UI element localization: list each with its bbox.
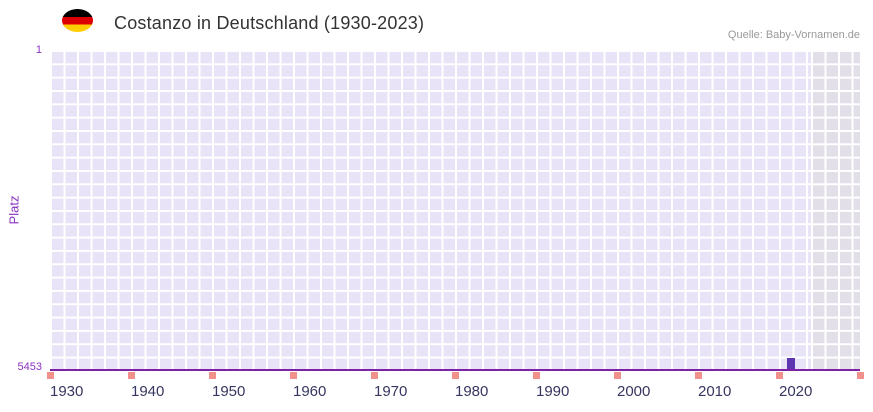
y-axis-label-bottom: 5453 (17, 361, 42, 373)
future-region-shading (811, 50, 860, 370)
x-axis-line (50, 369, 860, 371)
x-axis-label: 1950 (212, 383, 246, 400)
x-axis-label: 1940 (131, 383, 165, 400)
x-axis-tick-mark (614, 372, 621, 379)
x-axis-tick-mark (290, 372, 297, 379)
x-axis-tick-mark (533, 372, 540, 379)
source-credit: Quelle: Baby-Vornamen.de (727, 29, 860, 41)
plot-area (50, 50, 860, 371)
x-axis-label: 1990 (536, 383, 570, 400)
x-axis-tick-mark (47, 372, 54, 379)
x-axis-label: 1970 (374, 383, 408, 400)
x-axis-label: 2010 (698, 383, 732, 400)
german-flag-icon (62, 9, 93, 32)
y-axis-title: Platz (6, 195, 22, 225)
x-axis-tick-mark (452, 372, 459, 379)
x-axis-label: 2000 (617, 383, 651, 400)
x-axis-label: 2020 (779, 383, 813, 400)
x-axis-labels: 1930 1940 1950 1960 1970 1980 1990 2000 2010 2020 (50, 383, 860, 403)
x-axis-tick-mark (695, 372, 702, 379)
x-axis-tick-mark (209, 372, 216, 379)
x-axis-tick-mark (371, 372, 378, 379)
y-axis-label-top: 1 (35, 44, 42, 56)
x-axis-label: 1980 (455, 383, 489, 400)
x-axis-tick-mark (776, 372, 783, 379)
x-axis-tick-mark (128, 372, 135, 379)
chart-title: Costanzo in Deutschland (1930-2023) (114, 13, 425, 33)
x-axis-ticks (47, 372, 864, 380)
rank-bar (787, 358, 796, 370)
x-axis-label: 1960 (293, 383, 327, 400)
x-axis-label: 1930 (50, 383, 84, 400)
x-axis-tick-mark (857, 372, 864, 379)
